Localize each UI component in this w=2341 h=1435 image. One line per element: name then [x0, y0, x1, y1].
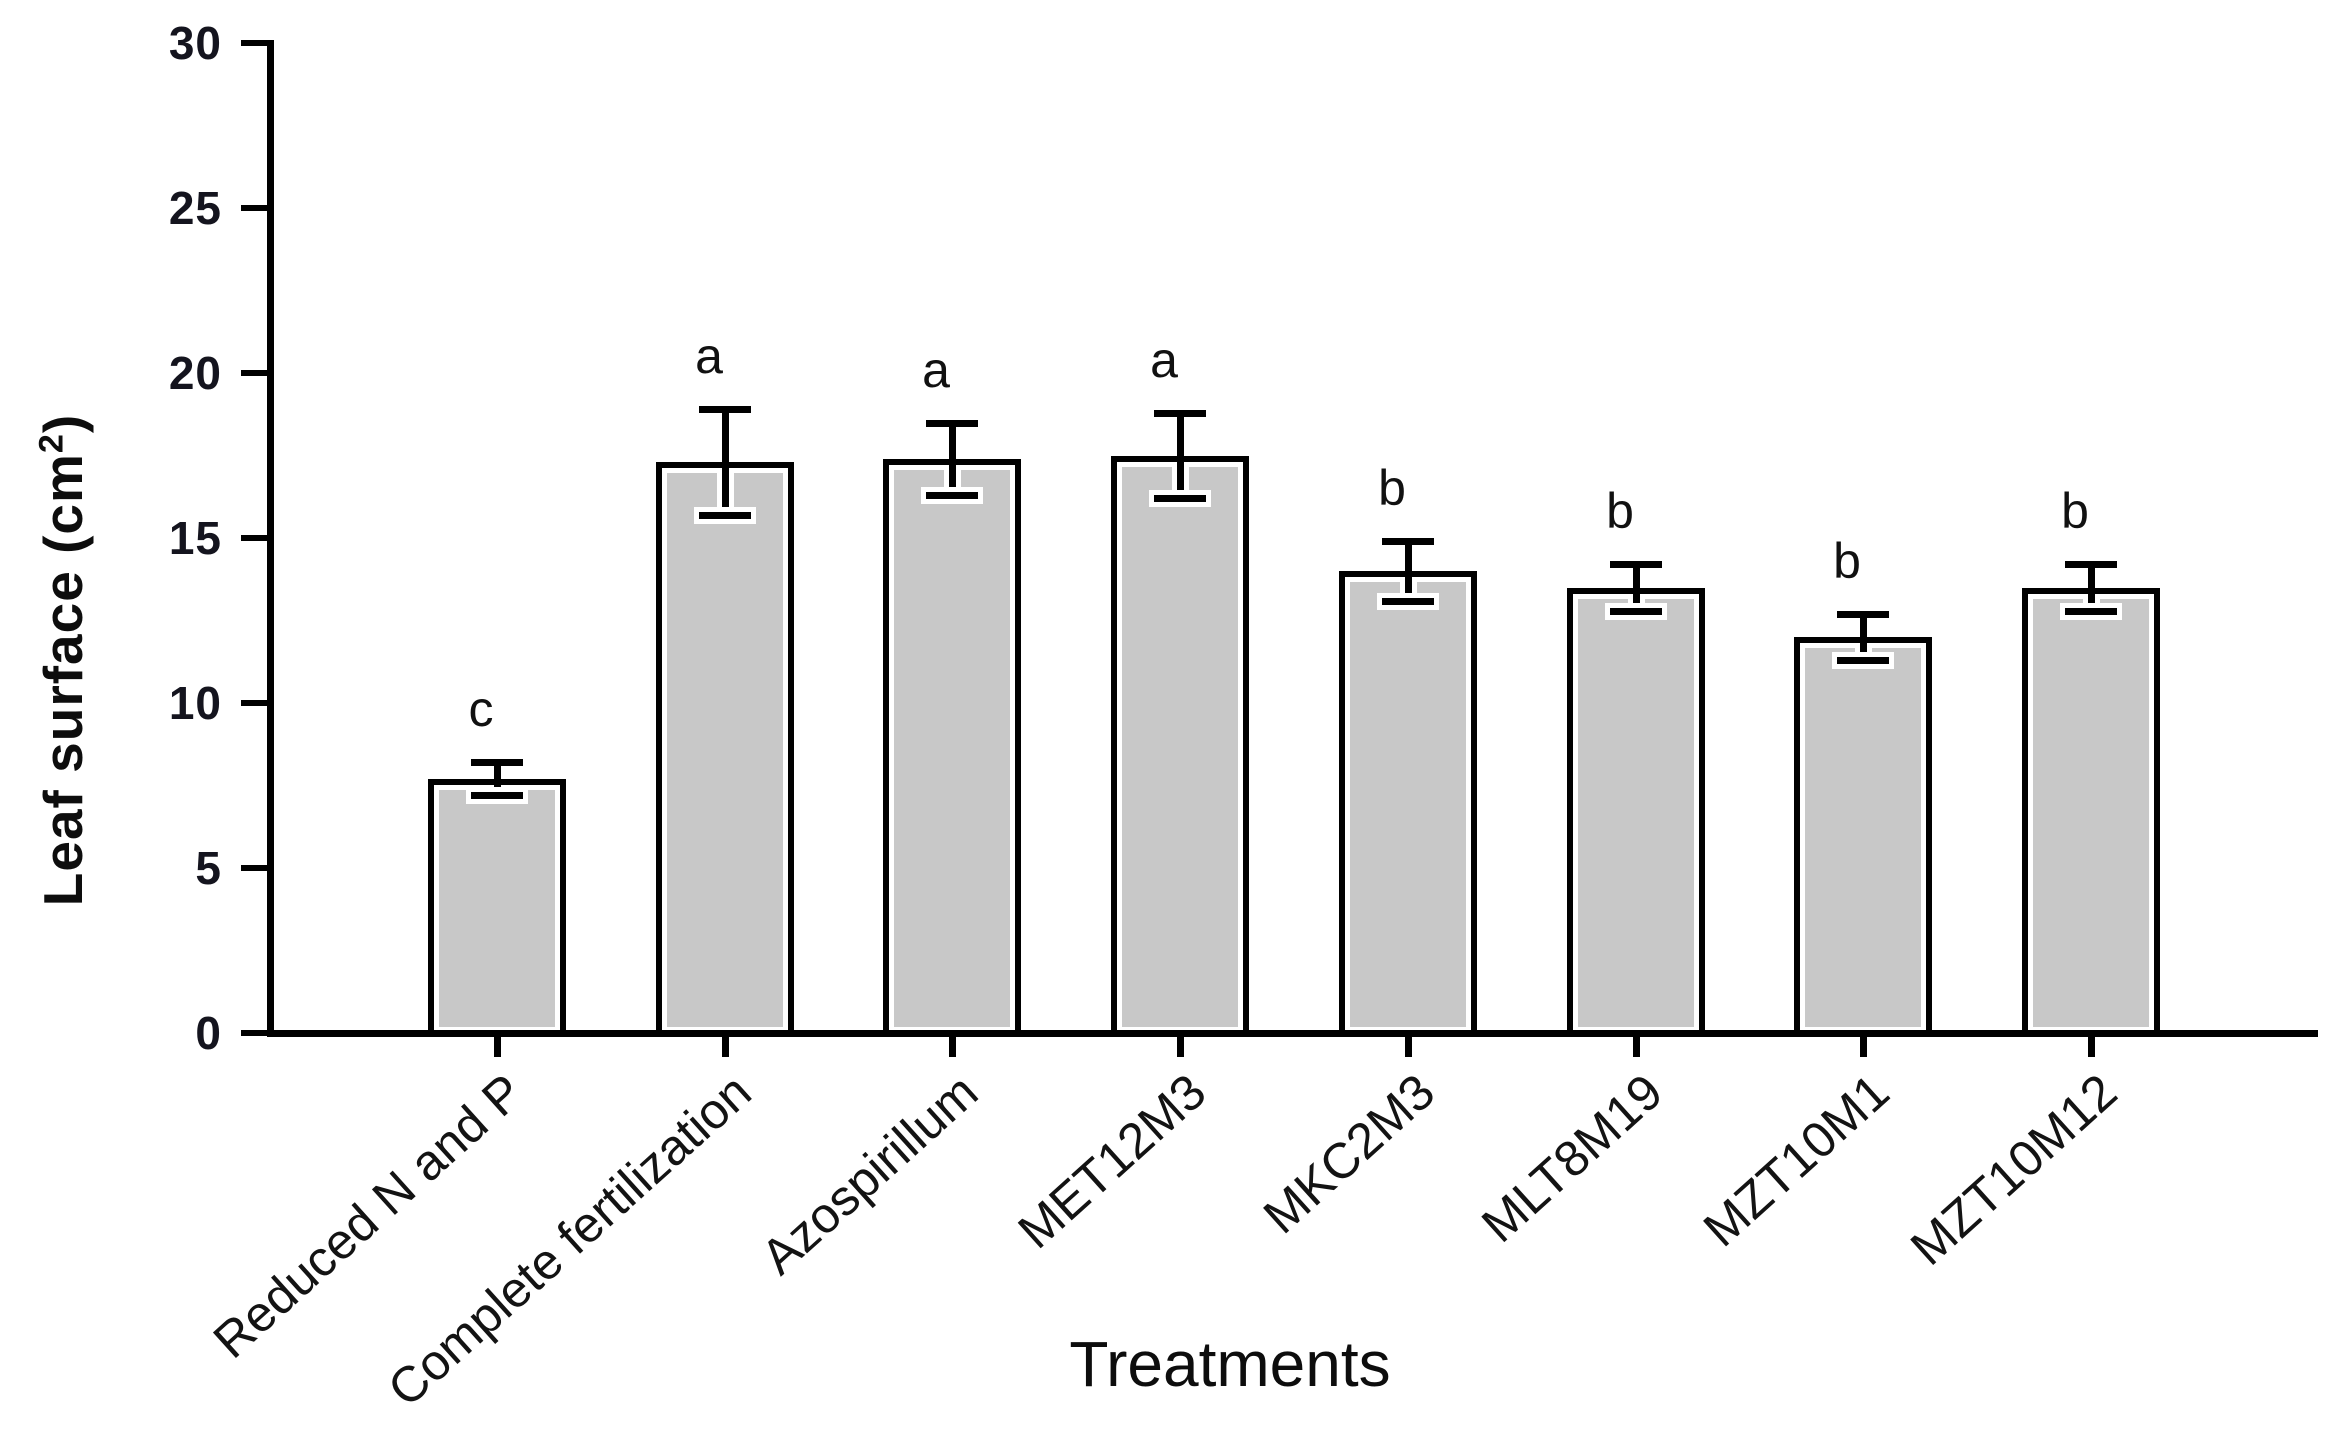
error-bar-stem: [1405, 541, 1412, 577]
y-tick-label: 20: [168, 347, 222, 399]
bar-fill: [667, 473, 783, 1027]
error-bar-cap-bottom: [1837, 657, 1889, 664]
error-bar-stem: [2088, 564, 2095, 594]
x-category-label: MZT10M12: [1900, 1063, 2128, 1276]
significance-letter: a: [922, 342, 950, 398]
bar: [428, 779, 566, 1030]
bar: [2022, 588, 2160, 1030]
error-bar-cap-top: [1382, 538, 1434, 545]
error-bar-stem: [1860, 614, 1867, 643]
y-tick: [241, 700, 267, 706]
error-bar-cap-top: [699, 406, 751, 413]
error-bar-cap-bottom: [1610, 608, 1662, 615]
y-tick-label: 10: [168, 677, 222, 729]
x-tick: [2088, 1034, 2095, 1057]
error-bar-stem: [722, 468, 729, 518]
x-tick: [722, 1034, 729, 1057]
bar: [883, 459, 1021, 1030]
y-tick: [241, 535, 267, 541]
error-bar-cap-top: [2065, 561, 2117, 568]
error-bar-stem: [494, 762, 501, 785]
y-tick: [241, 370, 267, 376]
bar-fill: [894, 470, 1010, 1027]
x-category-label: MKC2M3: [1252, 1063, 1445, 1245]
significance-letter: c: [468, 681, 494, 737]
bar: [1339, 571, 1477, 1030]
y-tick: [241, 205, 267, 211]
error-bar-cap-top: [1610, 561, 1662, 568]
error-bar-stem: [1860, 643, 1867, 663]
error-bar-cap-bottom: [471, 792, 523, 799]
y-tick-label: 5: [195, 842, 222, 894]
x-tick: [1177, 1034, 1184, 1057]
x-tick: [494, 1034, 501, 1057]
error-bar-cap-bottom: [2065, 608, 2117, 615]
error-bar-cap-top: [1837, 611, 1889, 618]
x-category-label: Azospirillum: [751, 1063, 989, 1286]
error-bar-stem: [1633, 564, 1640, 594]
x-tick: [1405, 1034, 1412, 1057]
error-bar-stem: [722, 409, 729, 468]
x-axis-line: [267, 1030, 2318, 1037]
error-bar-cap-top: [471, 759, 523, 766]
x-tick: [949, 1034, 956, 1057]
bar: [656, 462, 794, 1030]
error-bar-cap-bottom: [1154, 495, 1206, 502]
x-tick: [1633, 1034, 1640, 1057]
bar: [1111, 456, 1249, 1030]
bar: [1567, 588, 1705, 1030]
error-bar-stem: [1633, 594, 1640, 614]
error-bar-stem: [2088, 594, 2095, 614]
bar-fill: [439, 790, 555, 1027]
bar-fill: [1805, 648, 1921, 1027]
error-bar-stem: [1177, 462, 1184, 501]
error-bar-stem: [494, 785, 501, 798]
error-bar-stem: [1405, 577, 1412, 604]
y-tick: [241, 40, 267, 46]
significance-letter: b: [2061, 483, 2089, 539]
error-bar-cap-bottom: [1382, 598, 1434, 605]
bar-fill: [1122, 467, 1238, 1027]
y-tick: [241, 1030, 267, 1036]
y-tick-label: 30: [168, 17, 222, 69]
significance-letter: a: [1150, 332, 1178, 388]
y-axis-title: Leaf surface (cm2): [31, 414, 95, 906]
error-bar-cap-bottom: [699, 512, 751, 519]
y-tick-label: 0: [195, 1007, 222, 1059]
y-axis-line: [267, 40, 274, 1037]
y-tick: [241, 865, 267, 871]
x-axis-title: Treatments: [1069, 1328, 1391, 1400]
x-category-label: MLT8M19: [1470, 1063, 1673, 1254]
significance-letter: b: [1606, 483, 1634, 539]
bar-fill: [1350, 582, 1466, 1027]
error-bar-stem: [949, 465, 956, 498]
error-bar-cap-bottom: [926, 492, 978, 499]
bar-fill: [2033, 599, 2149, 1027]
y-tick-label: 25: [168, 182, 222, 234]
y-axis-title-close: ): [32, 413, 94, 434]
error-bar-stem: [1177, 413, 1184, 462]
y-axis-title-superscript: 2: [32, 433, 71, 454]
significance-letter: b: [1833, 533, 1861, 589]
significance-letter: b: [1378, 460, 1406, 516]
x-tick: [1860, 1034, 1867, 1057]
bar-fill: [1578, 599, 1694, 1027]
y-tick-label: 15: [168, 512, 222, 564]
bar: [1794, 637, 1932, 1030]
error-bar-cap-top: [1154, 410, 1206, 417]
error-bar-cap-top: [926, 420, 978, 427]
significance-letter: a: [695, 328, 723, 384]
error-bar-stem: [949, 423, 956, 465]
x-category-label: MZT10M1: [1693, 1063, 1900, 1258]
x-category-label: MET12M3: [1007, 1063, 1217, 1260]
